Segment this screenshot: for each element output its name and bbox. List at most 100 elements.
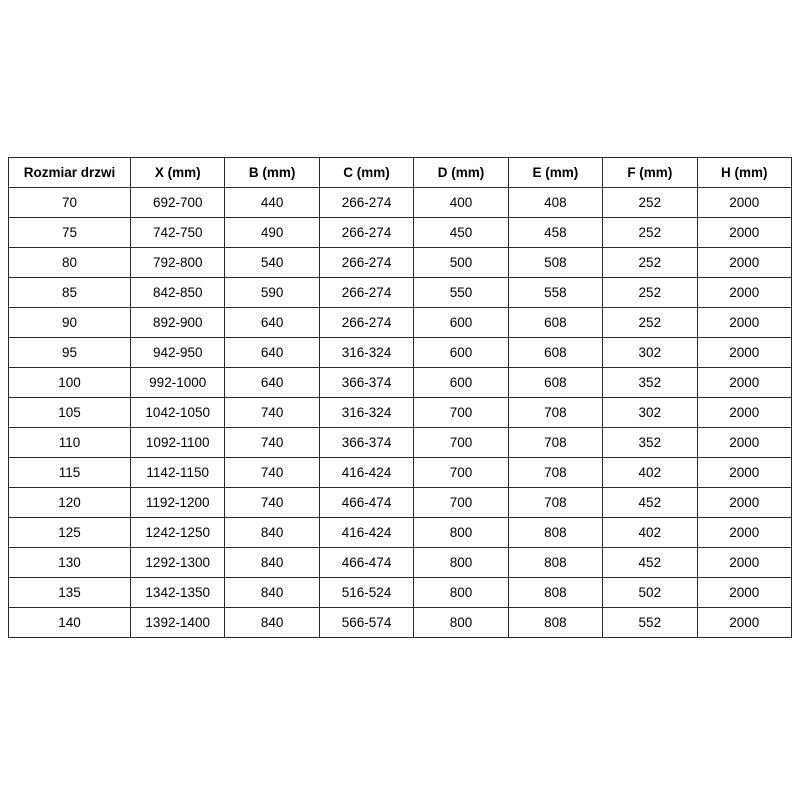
table-row: 100 992-1000 640 366-374 600 608 352 2000 <box>8 367 793 398</box>
table-cell: 466-474 <box>318 487 415 518</box>
table-cell: 416-424 <box>318 457 415 488</box>
table-cell: 2000 <box>696 187 793 218</box>
table-cell: 252 <box>602 277 698 308</box>
table-cell: 440 <box>224 187 320 218</box>
table-cell: 366-374 <box>318 367 415 398</box>
table-cell: 740 <box>224 397 320 428</box>
table-cell: 808 <box>507 517 604 548</box>
table-cell: 490 <box>224 217 320 248</box>
table-cell: 302 <box>602 397 698 428</box>
table-cell: 800 <box>413 517 509 548</box>
table-cell: 1092-1100 <box>129 427 226 458</box>
table-cell: 2000 <box>696 577 793 608</box>
table-cell: 95 <box>8 337 131 368</box>
table-cell: 450 <box>413 217 509 248</box>
table-cell: 508 <box>507 247 604 278</box>
table-cell: 2000 <box>696 307 793 338</box>
table-header-row: Rozmiar drzwi X (mm) B (mm) C (mm) D (mm) E (… <box>8 157 793 188</box>
table-cell: 1392-1400 <box>129 607 226 638</box>
table-cell: 808 <box>507 577 604 608</box>
table-cell: 125 <box>8 517 131 548</box>
table-cell: 452 <box>602 547 698 578</box>
table-cell: 842-850 <box>129 277 226 308</box>
table-cell: 708 <box>507 397 604 428</box>
table-cell: 740 <box>224 457 320 488</box>
table-cell: 808 <box>507 607 604 638</box>
table-row: 110 1092-1100 740 366-374 700 708 352 2000 <box>8 427 793 458</box>
table-cell: 316-324 <box>318 337 415 368</box>
table-cell: 708 <box>507 487 604 518</box>
table-cell: 1142-1150 <box>129 457 226 488</box>
table-cell: 2000 <box>696 277 793 308</box>
table-cell: 466-474 <box>318 547 415 578</box>
table-cell: 700 <box>413 427 509 458</box>
table-cell: 252 <box>602 217 698 248</box>
table-cell: 540 <box>224 247 320 278</box>
table-row: 70 692-700 440 266-274 400 408 252 2000 <box>8 187 793 218</box>
table-cell: 130 <box>8 547 131 578</box>
table-row: 135 1342-1350 840 516-524 800 808 502 2000 <box>8 577 793 608</box>
table-row: 105 1042-1050 740 316-324 700 708 302 2000 <box>8 397 793 428</box>
column-header: H (mm) <box>696 157 793 188</box>
table-cell: 110 <box>8 427 131 458</box>
table-cell: 942-950 <box>129 337 226 368</box>
table-cell: 500 <box>413 247 509 278</box>
table-cell: 252 <box>602 247 698 278</box>
table-cell: 2000 <box>696 457 793 488</box>
table-row: 115 1142-1150 740 416-424 700 708 402 2000 <box>8 457 793 488</box>
table-cell: 892-900 <box>129 307 226 338</box>
table-cell: 566-574 <box>318 607 415 638</box>
table-cell: 2000 <box>696 217 793 248</box>
table-cell: 608 <box>507 367 604 398</box>
column-header: B (mm) <box>224 157 320 188</box>
table-cell: 2000 <box>696 427 793 458</box>
table-cell: 135 <box>8 577 131 608</box>
table-cell: 266-274 <box>318 307 415 338</box>
table-cell: 800 <box>413 607 509 638</box>
table-cell: 840 <box>224 517 320 548</box>
column-header: X (mm) <box>129 157 226 188</box>
table-cell: 608 <box>507 307 604 338</box>
table-cell: 640 <box>224 337 320 368</box>
table-cell: 2000 <box>696 397 793 428</box>
table-header: Rozmiar drzwi X (mm) B (mm) C (mm) D (mm) E (… <box>8 157 793 188</box>
table-cell: 502 <box>602 577 698 608</box>
table-cell: 408 <box>507 187 604 218</box>
table-cell: 252 <box>602 187 698 218</box>
table-cell: 1192-1200 <box>129 487 226 518</box>
table-cell: 700 <box>413 397 509 428</box>
table-cell: 1292-1300 <box>129 547 226 578</box>
table-cell: 458 <box>507 217 604 248</box>
table-cell: 416-424 <box>318 517 415 548</box>
table-cell: 740 <box>224 487 320 518</box>
table-cell: 792-800 <box>129 247 226 278</box>
table-cell: 740 <box>224 427 320 458</box>
table-cell: 80 <box>8 247 131 278</box>
column-header: Rozmiar drzwi <box>8 157 131 188</box>
table-cell: 1042-1050 <box>129 397 226 428</box>
table-cell: 708 <box>507 427 604 458</box>
table-cell: 2000 <box>696 547 793 578</box>
column-header: F (mm) <box>602 157 698 188</box>
table-cell: 2000 <box>696 517 793 548</box>
table-cell: 140 <box>8 607 131 638</box>
table-cell: 550 <box>413 277 509 308</box>
table-cell: 552 <box>602 607 698 638</box>
column-header: D (mm) <box>413 157 509 188</box>
table-cell: 266-274 <box>318 217 415 248</box>
table-cell: 1242-1250 <box>129 517 226 548</box>
table-cell: 992-1000 <box>129 367 226 398</box>
table-cell: 266-274 <box>318 247 415 278</box>
table-cell: 2000 <box>696 607 793 638</box>
door-size-spec-table: Rozmiar drzwi X (mm) B (mm) C (mm) D (mm) E (… <box>8 157 793 638</box>
table-row: 120 1192-1200 740 466-474 700 708 452 2000 <box>8 487 793 518</box>
table-row: 80 792-800 540 266-274 500 508 252 2000 <box>8 247 793 278</box>
table-cell: 302 <box>602 337 698 368</box>
table-cell: 100 <box>8 367 131 398</box>
table-cell: 608 <box>507 337 604 368</box>
table-cell: 105 <box>8 397 131 428</box>
table-cell: 316-324 <box>318 397 415 428</box>
table-cell: 590 <box>224 277 320 308</box>
table-cell: 558 <box>507 277 604 308</box>
